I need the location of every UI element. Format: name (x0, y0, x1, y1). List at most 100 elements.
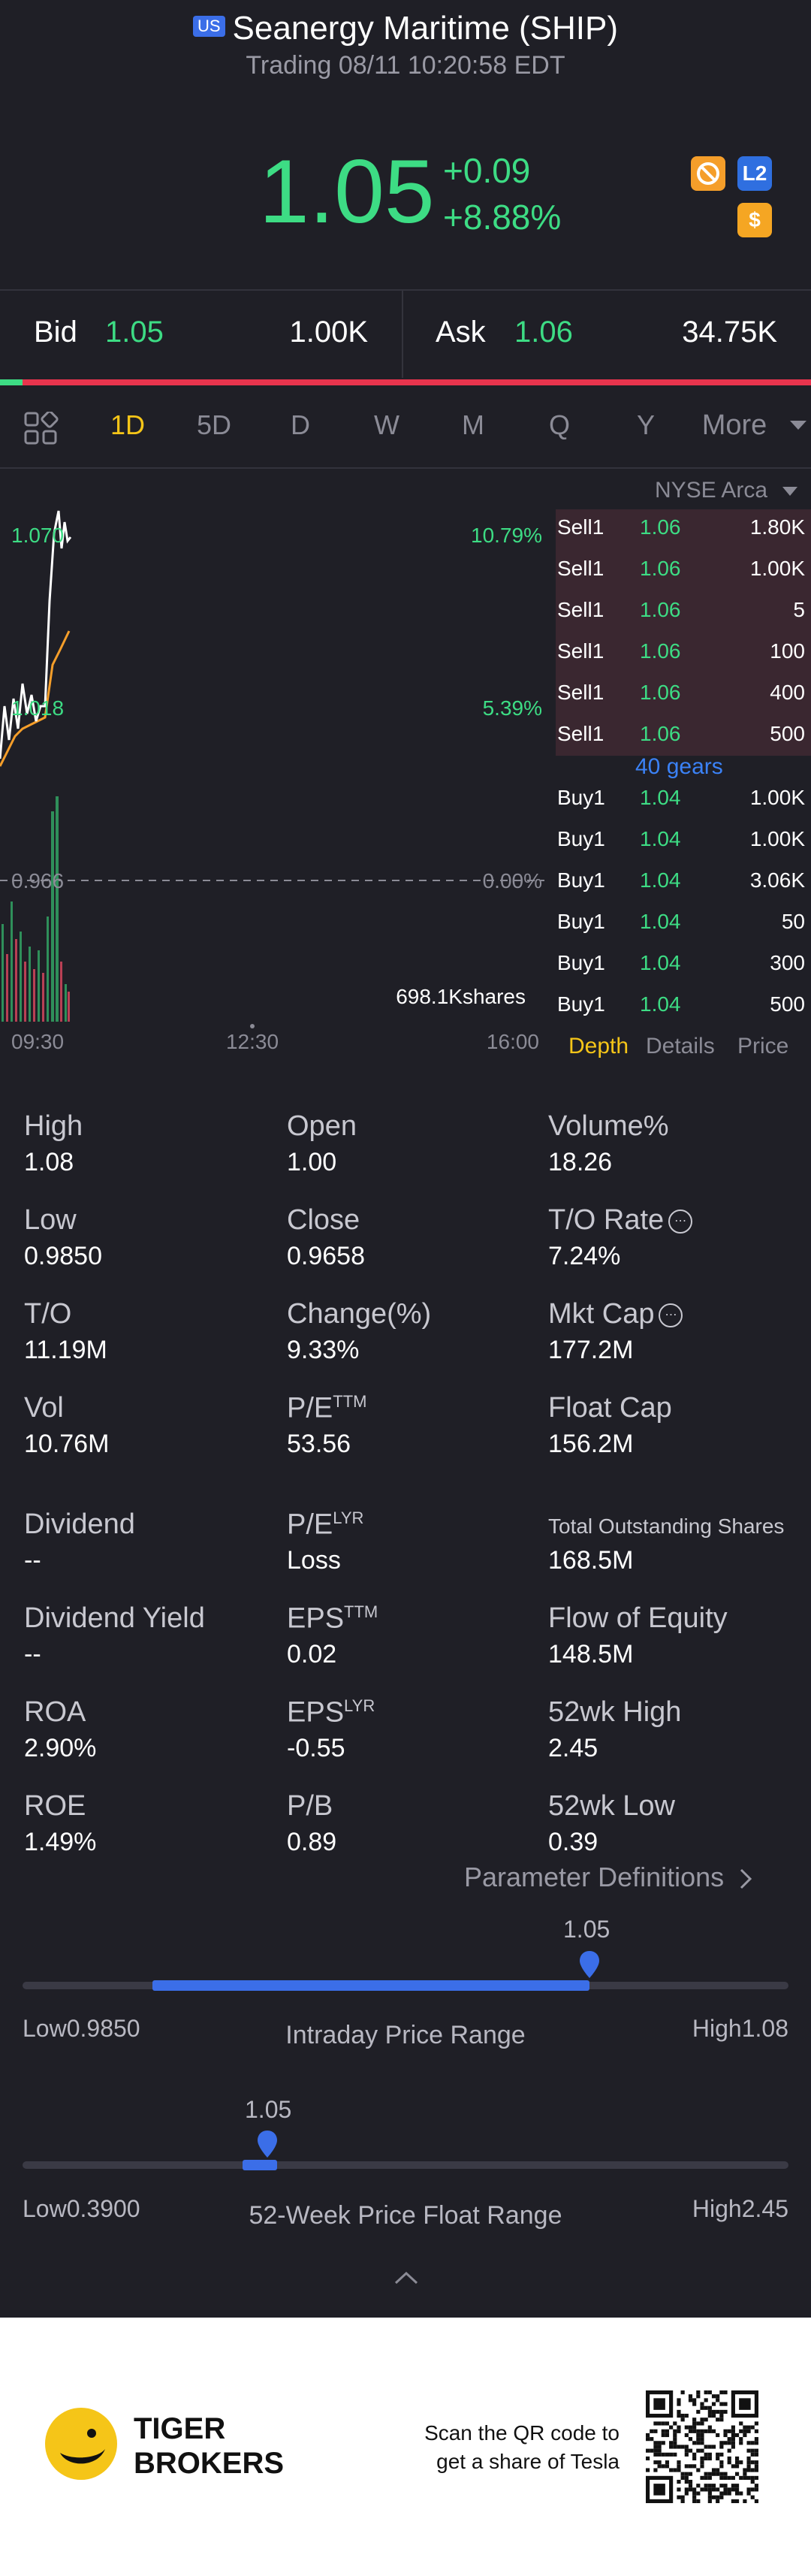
chevron-down-icon[interactable] (790, 421, 806, 435)
stock-title: US Seanergy Maritime (SHIP) (0, 8, 811, 50)
stat-label[interactable]: Mkt Cap ⋯ (548, 1298, 683, 1330)
stat-value: -- (24, 1546, 41, 1575)
week52-range-title: 52-Week Price Float Range (249, 2201, 562, 2230)
stat-value: 0.9658 (287, 1242, 365, 1270)
stat-value: 0.9850 (24, 1242, 102, 1270)
order-size: 50 (781, 910, 805, 933)
more-info-icon[interactable]: ⋯ (659, 1303, 683, 1327)
stat-label-sup: TTM (333, 1392, 367, 1411)
week52-range-fill (243, 2160, 278, 2170)
stat-label: ROA (24, 1696, 86, 1729)
intraday-range-title: Intraday Price Range (285, 2021, 526, 2049)
location-pin-icon (578, 1949, 601, 1983)
stat-value: 0.39 (548, 1828, 598, 1856)
qr-caption-line-1: Scan the QR code to (424, 2421, 620, 2445)
tab-more[interactable]: More (701, 409, 767, 441)
stat-value: 9.33% (287, 1336, 360, 1364)
stat-value: 1.00 (287, 1148, 337, 1176)
tab-1d[interactable]: 1D (110, 409, 146, 440)
layout-grid-icon[interactable] (24, 410, 59, 448)
stat-label-text: ROA (24, 1696, 86, 1728)
bid-ratio-bar (0, 379, 23, 385)
tab-details[interactable]: Details (646, 1034, 715, 1058)
stat-label: P/ELYR (287, 1508, 363, 1542)
chevron-down-icon[interactable] (782, 487, 797, 501)
stat-value: 1.08 (24, 1148, 74, 1176)
order-price: 1.06 (640, 515, 681, 539)
stat-label-sup: TTM (344, 1602, 378, 1621)
last-price: 1.05 (259, 141, 435, 242)
stat-label: High (24, 1110, 83, 1143)
tab-5d[interactable]: 5D (196, 409, 232, 440)
more-info-icon[interactable]: ⋯ (668, 1209, 693, 1234)
stat-label: EPSTTM (287, 1602, 378, 1635)
chevron-up-icon[interactable] (393, 2270, 419, 2289)
order-size: 1.80K (749, 515, 805, 539)
stat-label-text: Low (24, 1204, 77, 1236)
buy-order-row[interactable]: Buy1 1.04 500 (557, 992, 805, 1016)
sell-order-row[interactable]: Sell1 1.06 100 (557, 639, 805, 663)
order-price: 1.06 (640, 722, 681, 745)
order-size: 3.06K (749, 868, 805, 892)
brand-line-2: BROKERS (134, 2447, 285, 2480)
stat-label-text: Flow of Equity (548, 1602, 728, 1634)
order-label: Sell1 (557, 557, 604, 580)
tab-d[interactable]: D (291, 409, 310, 440)
no-sign-icon[interactable] (691, 156, 725, 191)
week52-range-track (23, 2161, 788, 2169)
stat-label: Change(%) (287, 1298, 431, 1330)
buy-order-row[interactable]: Buy1 1.04 3.06K (557, 868, 805, 892)
stat-label: P/B (287, 1790, 333, 1823)
stat-label-text: Volume% (548, 1110, 669, 1142)
gears-count[interactable]: 40 gears (635, 754, 723, 779)
stat-label[interactable]: T/O Rate ⋯ (548, 1204, 693, 1237)
stat-label: Total Outstanding Shares (548, 1514, 784, 1539)
buy-order-row[interactable]: Buy1 1.04 1.00K (557, 786, 805, 810)
sell-order-row[interactable]: Sell1 1.06 1.80K (557, 515, 805, 539)
order-size: 100 (770, 639, 805, 663)
order-label: Buy1 (557, 951, 605, 974)
stat-label-text: P/E (287, 1392, 333, 1424)
buy-order-row[interactable]: Buy1 1.04 1.00K (557, 827, 805, 851)
exchange-selector[interactable]: NYSE Arca (655, 478, 768, 503)
parameter-definitions-link[interactable]: Parameter Definitions (464, 1862, 752, 1893)
stat-label: Close (287, 1204, 360, 1237)
tab-q[interactable]: Q (548, 409, 570, 440)
ask-ratio-bar (23, 379, 811, 385)
tab-y[interactable]: Y (636, 409, 655, 440)
stat-value: 177.2M (548, 1336, 634, 1364)
divider (0, 467, 811, 469)
intraday-chart[interactable]: 1.070 1.018 0.966 10.79% 5.39% 0.00% 698… (0, 481, 556, 1052)
tab-price[interactable]: Price (737, 1034, 789, 1058)
buy-order-row[interactable]: Buy1 1.04 50 (557, 910, 805, 934)
time-label-open: 09:30 (11, 1030, 64, 1052)
dollar-icon[interactable]: $ (737, 203, 772, 237)
order-price: 1.06 (640, 639, 681, 663)
price-mid-label: 1.018 (11, 696, 64, 720)
bid-label: Bid (34, 316, 77, 349)
stat-label: P/ETTM (287, 1392, 366, 1425)
tab-depth[interactable]: Depth (568, 1034, 629, 1058)
l2-icon[interactable]: L2 (737, 156, 772, 191)
sell-order-row[interactable]: Sell1 1.06 1.00K (557, 557, 805, 581)
stat-label: Float Cap (548, 1392, 672, 1424)
stat-label-text: P/B (287, 1790, 333, 1822)
order-label: Buy1 (557, 910, 605, 933)
order-price: 1.04 (640, 992, 681, 1016)
bid-size: 1.00K (289, 316, 368, 349)
sell-order-row[interactable]: Sell1 1.06 5 (557, 598, 805, 622)
volume-label: 698.1Kshares (396, 985, 526, 1008)
sell-order-row[interactable]: Sell1 1.06 500 (557, 722, 805, 746)
stat-value: 148.5M (548, 1640, 634, 1669)
price-base-label: 0.966 (11, 869, 64, 892)
stat-label-sup: LYR (344, 1696, 375, 1715)
sell-order-row[interactable]: Sell1 1.06 400 (557, 681, 805, 705)
time-label-mid: 12:30 (226, 1030, 279, 1052)
order-size: 400 (770, 681, 805, 704)
tab-m[interactable]: M (462, 409, 484, 440)
qr-caption-line-2: get a share of Tesla (436, 2450, 620, 2473)
ask-label: Ask (436, 316, 486, 349)
tab-w[interactable]: W (374, 409, 399, 440)
buy-order-row[interactable]: Buy1 1.04 300 (557, 951, 805, 975)
stat-label: Flow of Equity (548, 1602, 728, 1635)
